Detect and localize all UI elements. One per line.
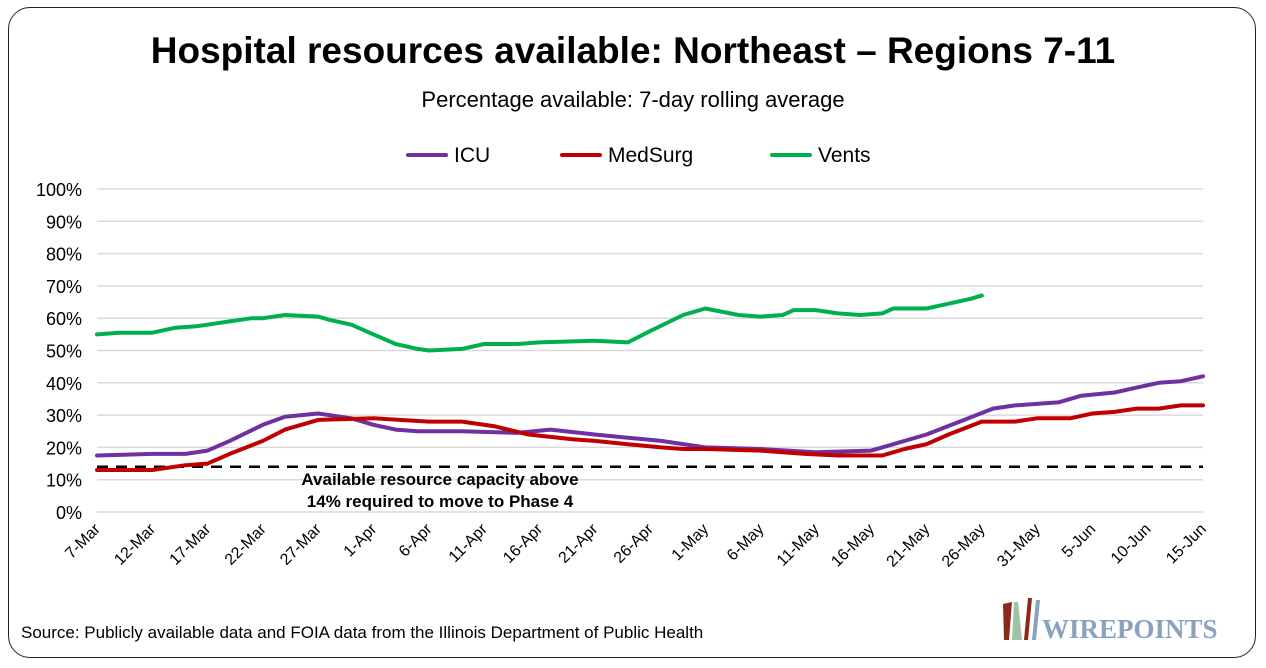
series-line-icu	[95, 374, 1205, 458]
chart-title: Hospital resources available: Northeast …	[150, 30, 1116, 71]
threshold-annotation: 14% required to move to Phase 4	[307, 492, 574, 511]
y-tick-label: 60%	[46, 309, 82, 329]
x-tick-label: 17-Mar	[167, 520, 215, 568]
source-note: Source: Publicly available data and FOIA…	[21, 623, 704, 642]
x-tick-label: 5-Jun	[1059, 521, 1099, 561]
y-tick-label: 10%	[46, 471, 82, 491]
x-tick-label: 11-May	[774, 521, 823, 570]
legend-label-icu: ICU	[454, 144, 490, 167]
y-tick-label: 90%	[46, 212, 82, 232]
x-tick-label: 16-Apr	[500, 520, 546, 566]
y-tick-label: 30%	[46, 406, 82, 426]
chart-subtitle: Percentage available: 7-day rolling aver…	[421, 87, 845, 112]
y-tick-label: 50%	[46, 342, 82, 362]
wirepoints-logo: WIREPOINTS	[1003, 598, 1218, 644]
x-tick-label: 26-Apr	[611, 520, 657, 566]
y-tick-label: 80%	[46, 245, 82, 265]
x-tick-label: 7-Mar	[62, 520, 104, 562]
x-tick-label: 6-Apr	[396, 520, 436, 560]
svg-text:WIREPOINTS: WIREPOINTS	[1042, 614, 1218, 644]
x-tick-label: 26-May	[939, 521, 989, 571]
x-tick-label: 31-May	[994, 521, 1044, 571]
x-tick-label: 21-May	[884, 521, 934, 571]
x-tick-label: 6-May	[724, 521, 767, 564]
series-line-medsurg	[95, 403, 1205, 472]
y-tick-label: 70%	[46, 277, 82, 297]
y-tick-label: 100%	[36, 180, 82, 200]
x-tick-label: 1-Apr	[341, 520, 381, 560]
y-tick-label: 0%	[56, 503, 82, 523]
y-tick-label: 20%	[46, 438, 82, 458]
x-tick-label: 22-Mar	[222, 520, 270, 568]
x-tick-label: 15-Jun	[1163, 521, 1210, 568]
x-tick-label: 21-Apr	[556, 520, 602, 566]
x-tick-label: 11-Apr	[446, 520, 492, 566]
legend-label-vents: Vents	[818, 144, 871, 167]
y-tick-label: 40%	[46, 374, 82, 394]
series-line-vents	[95, 293, 984, 353]
x-tick-label: 16-May	[828, 521, 878, 571]
x-tick-label: 12-Mar	[111, 520, 159, 568]
x-tick-label: 27-Mar	[277, 520, 325, 568]
x-tick-label: 10-Jun	[1108, 521, 1155, 568]
threshold-annotation: Available resource capacity above	[301, 470, 578, 489]
x-tick-label: 1-May	[669, 521, 712, 564]
legend-label-medsurg: MedSurg	[608, 144, 693, 167]
chart-frame	[8, 7, 1256, 658]
